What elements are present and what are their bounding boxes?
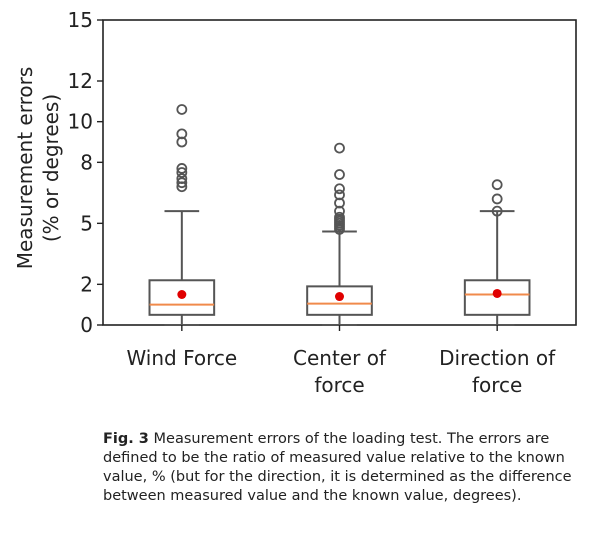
x-category-label: Direction of — [439, 346, 556, 370]
y-tick-label: 8 — [80, 150, 93, 174]
outlier-point — [176, 177, 188, 189]
y-tick-label: 5 — [80, 211, 93, 235]
x-category-label: Center of — [293, 346, 387, 370]
mean-marker — [492, 288, 502, 298]
y-tick-label: 10 — [68, 110, 93, 134]
mean-marker — [177, 290, 187, 299]
x-category-label-line2: force — [314, 373, 364, 397]
outlier-point — [334, 142, 345, 154]
outlier-point — [176, 167, 188, 178]
box-group — [463, 179, 531, 331]
outlier-point — [334, 169, 345, 180]
outlier-point — [491, 179, 503, 191]
outlier-point — [334, 211, 345, 223]
mean-marker — [335, 292, 344, 302]
y-axis-title-line1: Measurement errors — [13, 67, 37, 270]
y-tick-label: 2 — [80, 272, 93, 296]
y-tick-label: 12 — [68, 69, 93, 93]
outlier-point — [176, 104, 188, 115]
outlier-point — [491, 205, 503, 217]
x-category-label-line2: force — [472, 373, 522, 397]
x-category-label: Wind Force — [126, 346, 237, 370]
outlier-point — [334, 189, 345, 201]
box-group — [306, 142, 373, 331]
y-axis: 0 2 5 8 10 12 15 — [68, 8, 103, 337]
outlier-point — [176, 163, 188, 174]
y-tick-label: 0 — [80, 313, 93, 337]
outlier-point — [176, 173, 188, 185]
y-axis-title-line2: (% or degrees) — [39, 94, 63, 242]
figure-caption: Fig. 3 Measurement errors of the loading… — [103, 430, 583, 506]
outlier-point — [334, 183, 345, 195]
box-series — [148, 104, 531, 331]
box-plot-chart: Measurement errors (% or degrees) 0 2 5 8 10… — [13, 8, 577, 397]
outlier-point — [491, 193, 503, 205]
figure-label: Fig. 3 — [103, 431, 149, 447]
outlier-point — [176, 128, 188, 140]
y-tick-label: 15 — [68, 8, 93, 32]
x-axis-labels: Wind Force Center of force Direction of forc… — [126, 346, 556, 397]
box-group — [148, 104, 216, 331]
caption-text: Measurement errors of the loading test. … — [103, 431, 572, 504]
